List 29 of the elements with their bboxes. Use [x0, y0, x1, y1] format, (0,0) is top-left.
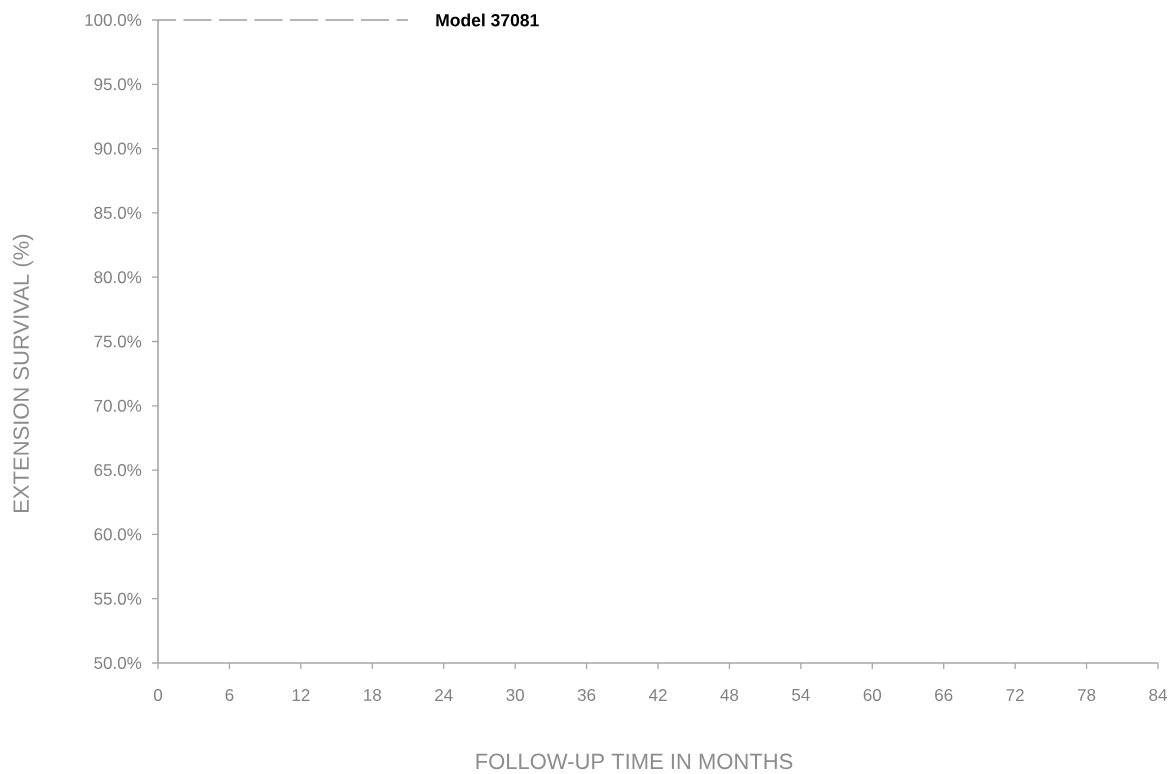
- y-tick-label: 95.0%: [94, 78, 142, 91]
- x-tick-label: 66: [935, 688, 953, 702]
- x-tick-label: 30: [506, 688, 524, 702]
- x-tick-label: 24: [435, 689, 453, 701]
- x-tick-label: 18: [364, 688, 382, 702]
- y-tick-label: 90.0%: [94, 142, 142, 155]
- y-tick-label: 75.0%: [94, 335, 142, 348]
- y-tick-label: 50.0%: [94, 656, 142, 670]
- y-tick-label: 80.0%: [94, 271, 142, 284]
- x-tick-label: 6: [225, 688, 234, 702]
- x-tick-label: 60: [863, 688, 882, 702]
- x-tick-label: 78: [1077, 688, 1096, 702]
- x-tick-label: 54: [792, 689, 810, 701]
- y-tick-label: 65.0%: [94, 464, 142, 477]
- y-tick-label: 55.0%: [94, 592, 142, 605]
- y-tick-label: 100.0%: [85, 13, 142, 27]
- x-axis-title: FOLLOW-UP TIME IN MONTHS: [476, 753, 793, 770]
- x-tick-label: 12: [292, 689, 310, 701]
- x-tick-label: 36: [577, 688, 596, 702]
- y-tick-label: 70.0%: [94, 399, 142, 412]
- y-tick-label: 85.0%: [94, 206, 142, 219]
- y-tick-label: 60.0%: [94, 528, 142, 541]
- x-tick-label: 72: [1006, 689, 1024, 701]
- x-tick-label: 84: [1149, 688, 1167, 702]
- x-tick-label: 42: [648, 689, 667, 701]
- x-tick-label: 0: [153, 688, 163, 702]
- x-tick-label: 48: [720, 688, 739, 702]
- series-label: Model 37081: [436, 13, 539, 27]
- y-axis-title: EXTENSION SURVIVAL (%): [12, 234, 34, 513]
